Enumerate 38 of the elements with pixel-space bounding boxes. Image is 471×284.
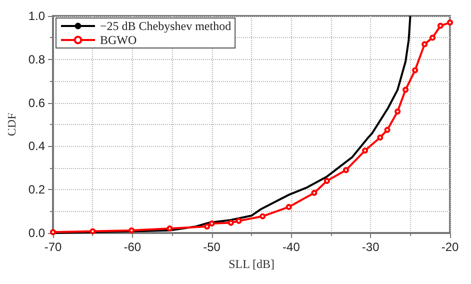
x-axis-title: SLL [dB] <box>228 256 274 271</box>
x-tick-label: -60 <box>124 240 142 254</box>
y-tick-label: 0.4 <box>28 139 46 154</box>
legend-label: −25 dB Chebyshev method <box>100 19 232 33</box>
x-tick-label: -40 <box>282 240 300 254</box>
point <box>128 227 135 234</box>
point <box>90 228 96 234</box>
y-tick-label: 0.0 <box>28 226 46 240</box>
point <box>286 204 292 210</box>
point <box>394 108 401 114</box>
x-tick-label: -20 <box>441 240 459 254</box>
point <box>402 86 409 93</box>
point <box>204 223 210 230</box>
point <box>362 148 368 154</box>
point <box>422 41 428 48</box>
x-tick-label: -50 <box>203 240 221 254</box>
point <box>236 218 242 224</box>
legend-label: BGWO <box>100 33 137 47</box>
y-tick-label: 0.2 <box>28 182 46 197</box>
point <box>260 213 266 220</box>
point <box>342 167 349 174</box>
point <box>50 229 56 236</box>
point <box>437 22 444 29</box>
y-tick-label: 0.6 <box>28 96 46 110</box>
point <box>430 34 436 41</box>
point <box>324 178 330 184</box>
point <box>228 220 234 226</box>
y-tick-label: 1.0 <box>28 9 46 23</box>
point <box>311 190 318 196</box>
x-tick-label: -70 <box>44 240 62 254</box>
point <box>166 225 173 232</box>
point <box>384 126 390 133</box>
point <box>447 20 453 26</box>
x-tick-label: -30 <box>362 240 380 254</box>
y-tick-label: 0.8 <box>28 52 46 66</box>
point <box>412 67 418 74</box>
point <box>208 220 215 226</box>
point <box>377 134 384 141</box>
